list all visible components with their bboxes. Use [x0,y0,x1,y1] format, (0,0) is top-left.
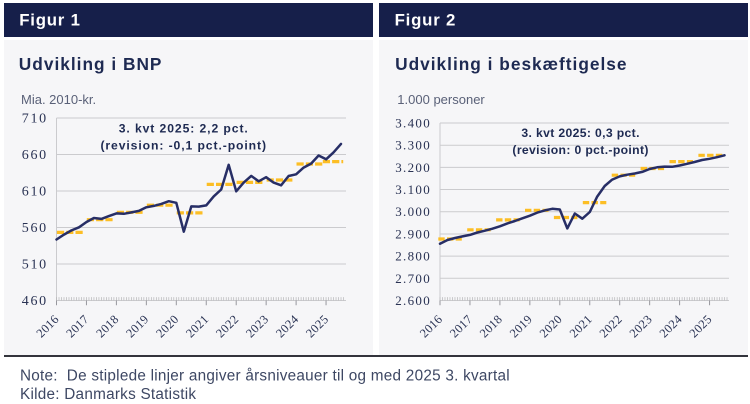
svg-text:2.800: 2.800 [395,249,431,264]
svg-text:2017: 2017 [63,312,91,340]
svg-text:2021: 2021 [183,312,211,340]
svg-text:2021: 2021 [567,312,595,340]
svg-text:2024: 2024 [657,312,685,340]
svg-text:2022: 2022 [213,312,241,340]
svg-text:2019: 2019 [507,312,535,340]
svg-text:2025: 2025 [686,312,714,340]
svg-text:610: 610 [22,185,48,200]
svg-text:560: 560 [22,221,48,236]
svg-text:2016: 2016 [417,312,445,340]
svg-text:Note: De stiplede linjer angi: Note: De stiplede linjer angiver årsnive… [20,368,510,385]
svg-text:2017: 2017 [447,312,475,340]
svg-text:2019: 2019 [123,312,151,340]
svg-text:3. kvt 2025: 2,2 pct.: 3. kvt 2025: 2,2 pct. [119,121,249,135]
svg-text:710: 710 [22,112,48,127]
svg-text:2023: 2023 [243,312,271,340]
svg-text:3.400: 3.400 [395,116,431,131]
svg-text:2025: 2025 [303,312,331,340]
svg-text:Mia. 2010-kr.: Mia. 2010-kr. [21,92,96,107]
svg-text:3.300: 3.300 [395,138,431,153]
svg-text:3. kvt 2025: 0,3 pct.: 3. kvt 2025: 0,3 pct. [521,126,639,140]
svg-text:510: 510 [22,258,48,273]
svg-text:Udvikling i beskæftigelse: Udvikling i beskæftigelse [395,54,627,74]
svg-text:2020: 2020 [537,312,565,340]
svg-text:2022: 2022 [597,312,625,340]
svg-text:3.200: 3.200 [395,160,431,175]
svg-text:2018: 2018 [93,312,121,340]
svg-text:2.600: 2.600 [395,293,431,308]
svg-text:Kilde: Danmarks Statistik: Kilde: Danmarks Statistik [20,386,196,403]
svg-text:2.900: 2.900 [395,226,431,241]
svg-text:2023: 2023 [627,312,655,340]
svg-text:3.000: 3.000 [395,204,431,219]
svg-text:460: 460 [22,294,48,309]
svg-text:Figur 1: Figur 1 [19,10,81,29]
svg-text:Udvikling i BNP: Udvikling i BNP [19,54,163,74]
svg-text:2020: 2020 [153,312,181,340]
svg-text:3.100: 3.100 [395,182,431,197]
svg-text:(revision: -0,1 pct.-point): (revision: -0,1 pct.-point) [100,139,267,153]
svg-text:2.700: 2.700 [395,271,431,286]
svg-text:660: 660 [22,148,48,163]
svg-text:Figur 2: Figur 2 [395,10,457,29]
svg-text:1.000 personer: 1.000 personer [397,92,485,107]
svg-text:2016: 2016 [33,312,61,340]
svg-text:(revision: 0 pct.-point): (revision: 0 pct.-point) [512,143,648,157]
svg-text:2018: 2018 [477,312,505,340]
svg-text:2024: 2024 [273,312,301,340]
